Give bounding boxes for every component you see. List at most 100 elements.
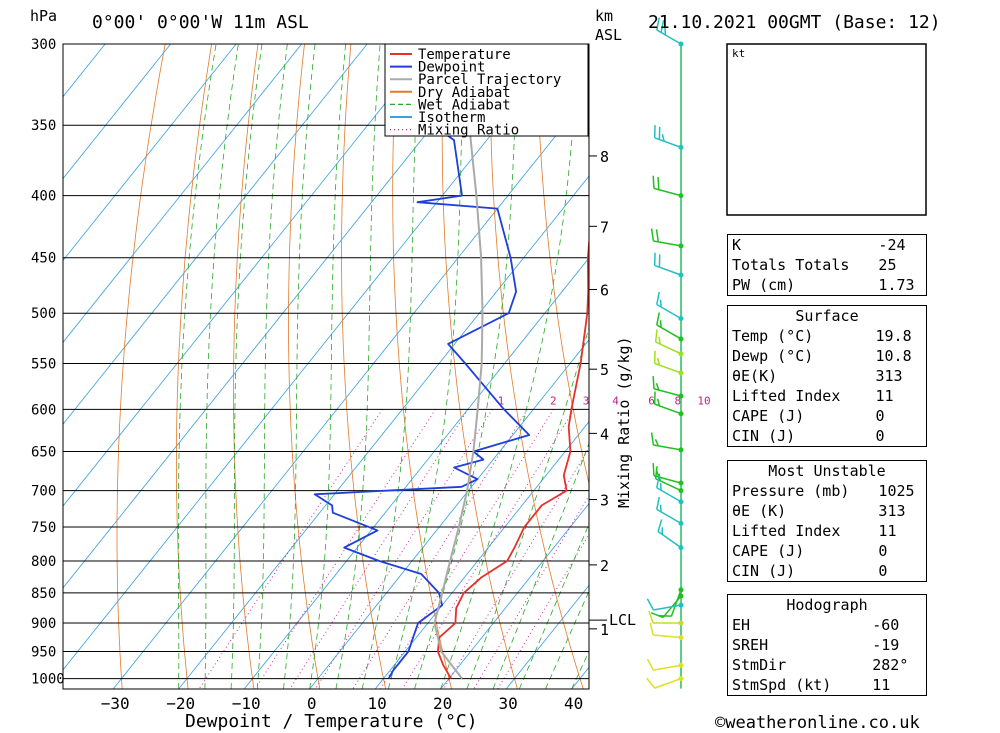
- wind-barb: [650, 432, 684, 453]
- km-tick-label: 7: [600, 218, 609, 236]
- wind-barb: [653, 252, 684, 278]
- pressure-tick-label: 350: [31, 118, 56, 134]
- sreh-value: -19: [868, 635, 928, 655]
- wet-adiabat-line: [361, 44, 420, 689]
- wind-barb-shaft: [653, 634, 682, 639]
- k-value: -24: [874, 234, 928, 255]
- surface-title: Surface: [727, 305, 927, 326]
- legend-label: Dry Adiabat: [418, 85, 511, 101]
- wind-barb-shaft: [654, 677, 682, 689]
- wet-adiabat-line: [283, 44, 316, 689]
- wind-barb: [646, 598, 684, 611]
- temp-tick-label: 10: [368, 694, 387, 713]
- hodograph-table: Hodograph EH -60 SREH -19 StmDir 282° StmSp…: [727, 594, 928, 696]
- wind-barb-feather: [658, 336, 661, 345]
- pressure-tick-label: 750: [31, 520, 56, 536]
- surface-table: Surface Temp (°C) 19.8 Dewp (°C) 10.8 θE(K…: [727, 305, 927, 447]
- wind-barb-shaft: [653, 604, 682, 611]
- wind-barb-feather: [656, 496, 661, 510]
- surface-temp-value: 19.8: [871, 326, 927, 346]
- wind-barb-feather: [650, 612, 664, 619]
- pressure-tick-label: 650: [31, 445, 56, 461]
- temp-tick-label: −20: [166, 694, 195, 713]
- wind-barb-feather: [648, 610, 654, 624]
- wind-barb-shaft: [654, 137, 682, 149]
- dry-adiabat-line: [288, 44, 321, 689]
- isotherm-line: [374, 421, 589, 689]
- km-tick-label: 5: [600, 361, 609, 379]
- wind-barb-feather: [652, 175, 655, 189]
- km-unit-label: km: [595, 7, 613, 25]
- km-tick-label: 8: [600, 148, 609, 166]
- hodograph-frame: [726, 43, 927, 216]
- mu-cin-value: 0: [874, 561, 928, 582]
- sreh-label: SREH: [727, 635, 869, 655]
- isotherm-line: [178, 175, 589, 689]
- pressure-tick-label: 700: [31, 484, 56, 500]
- hodograph-table-title: Hodograph: [727, 594, 927, 615]
- mixing-ratio-label: 10: [697, 394, 710, 407]
- wind-barb: [653, 125, 684, 150]
- pw-label: PW (cm): [727, 275, 875, 296]
- mu-li-value: 11: [874, 521, 928, 541]
- totals-totals-value: 25: [874, 255, 928, 275]
- hodograph-ring-label: 45: [708, 214, 730, 236]
- wind-barb: [656, 496, 684, 526]
- mixing-ratio-label: 4: [612, 394, 619, 407]
- surface-dewp-label: Dewp (°C): [727, 346, 872, 366]
- eh-value: -60: [868, 615, 928, 635]
- pressure-tick-label: 300: [31, 37, 56, 53]
- legend-label: Isotherm: [418, 110, 485, 126]
- wind-barb-feather: [656, 475, 661, 488]
- wind-barb-shaft: [653, 240, 682, 247]
- copyright-text: ©weatheronline.co.uk: [715, 713, 920, 733]
- wind-barb-feather: [650, 228, 655, 242]
- wind-barb-shaft: [654, 264, 682, 276]
- legend-box: [384, 43, 589, 137]
- wind-barb: [656, 17, 684, 47]
- k-label: K: [727, 234, 875, 255]
- dry-adiabat-line: [489, 44, 584, 689]
- km-tick-label: 2: [600, 557, 609, 575]
- stmspd-value: 11: [868, 675, 928, 696]
- wind-barb-feather: [646, 598, 655, 611]
- mu-cin-label: CIN (J): [727, 561, 875, 582]
- wind-barb: [656, 291, 684, 321]
- surface-theta-value: 313: [871, 366, 927, 386]
- temp-tick-label: 40: [564, 694, 583, 713]
- km-tick-label: 4: [600, 425, 609, 443]
- surface-cape-label: CAPE (J): [727, 406, 872, 426]
- wind-barb-shaft: [670, 589, 682, 617]
- pressure-tick-label: 1000: [31, 672, 65, 688]
- pressure-tick-label: 600: [31, 402, 56, 418]
- legend-label: Temperature: [418, 47, 511, 63]
- wind-barb-feather: [646, 658, 655, 671]
- wind-barb-feather: [654, 329, 658, 343]
- wind-barb: [649, 622, 684, 640]
- wind-barb-feather: [656, 398, 661, 407]
- isobars: [63, 43, 589, 680]
- wind-barb-feather: [656, 17, 661, 31]
- pressure-tick-label: 500: [31, 306, 56, 322]
- dry-adiabat-line: [536, 44, 589, 486]
- legend-label: Dewpoint: [418, 60, 485, 76]
- wind-barb: [658, 587, 684, 617]
- wind-barb-feather: [657, 519, 663, 532]
- hodograph-unit-label: kt: [732, 47, 745, 60]
- wind-barb-feather: [656, 291, 661, 305]
- axes: 1234681015202530035040045050055060065070…: [31, 37, 806, 713]
- wind-barb: [653, 391, 684, 417]
- temp-tick-label: 30: [499, 694, 518, 713]
- wind-barb-feather: [657, 177, 660, 190]
- mixing-ratio-label: 2: [550, 394, 557, 407]
- temp-tick-label: −30: [101, 694, 130, 713]
- mu-theta-label: θE (K): [727, 501, 875, 521]
- x-axis-title: Dewpoint / Temperature (°C): [185, 711, 478, 732]
- pw-value: 1.73: [874, 275, 928, 296]
- wind-barb: [656, 312, 684, 342]
- dry-adiabat-line: [954, 44, 1000, 689]
- isotherm-line: [63, 44, 564, 671]
- wind-barb: [646, 658, 684, 671]
- lcl-label: LCL: [609, 611, 636, 629]
- surface-cape-value: 0: [871, 406, 927, 426]
